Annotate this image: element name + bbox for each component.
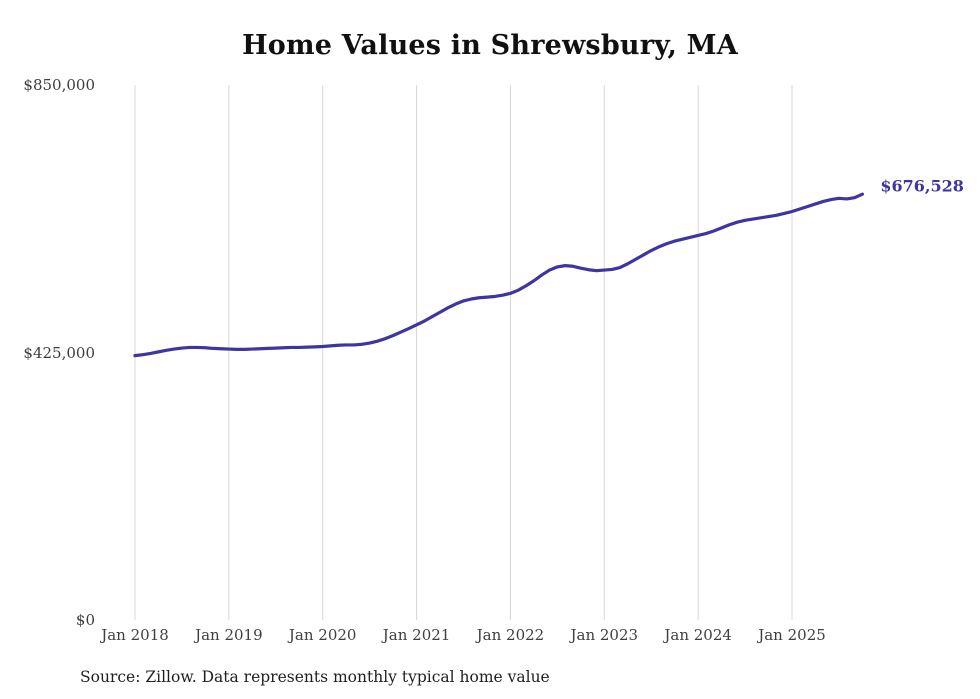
gridlines: [134, 85, 793, 620]
x-tick-label: Jan 2018: [101, 626, 169, 644]
x-tick-label: Jan 2019: [195, 626, 263, 644]
home-value-line: [133, 192, 864, 358]
y-tick-label: $850,000: [23, 76, 95, 94]
x-tick-label: Jan 2025: [758, 626, 826, 644]
latest-value-label: $676,528: [880, 176, 964, 196]
x-tick-label: Jan 2023: [570, 626, 639, 644]
x-tick-label: Jan 2022: [476, 626, 545, 644]
x-tick-label: Jan 2021: [382, 626, 451, 644]
chart-title: Home Values in Shrewsbury, MA: [242, 30, 738, 61]
y-tick-label: $425,000: [23, 343, 95, 362]
x-tick-label: Jan 2024: [664, 626, 732, 644]
x-tick-label: Jan 2020: [288, 626, 357, 644]
y-tick-label: $0: [75, 611, 95, 629]
source-note: Source: Zillow. Data represents monthly …: [80, 668, 550, 686]
